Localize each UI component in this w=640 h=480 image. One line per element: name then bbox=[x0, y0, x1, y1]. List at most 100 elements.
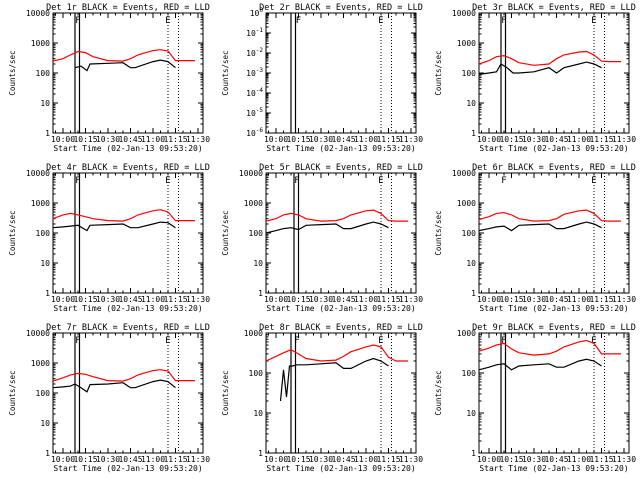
marker-letter: F bbox=[296, 16, 301, 26]
events-series-line bbox=[52, 221, 176, 232]
panel-det-8: Det 8r BLACK = Events, RED = LLD 1 10 100 10… bbox=[221, 323, 423, 473]
y-tick-label: 10000 bbox=[26, 169, 50, 178]
marker-letter: F bbox=[294, 176, 299, 186]
y-tick-label: 10000 bbox=[239, 169, 263, 178]
x-tick-label: 10:45 bbox=[544, 455, 568, 464]
x-tick-label: 10:15 bbox=[286, 135, 310, 144]
y-tick-label: 1000 bbox=[457, 329, 476, 338]
x-tick-label: 11:15 bbox=[589, 135, 613, 144]
x-tick-label: 10:30 bbox=[309, 295, 333, 304]
y-tick-label: 10000 bbox=[452, 9, 476, 18]
panel-det-1: Det 1r BLACK = Events, RED = LLD 1 10 100 10… bbox=[8, 3, 210, 153]
marker-letter: E bbox=[165, 336, 170, 346]
y-tick-label: 1 bbox=[45, 289, 50, 298]
x-tick-label: 11:15 bbox=[376, 295, 400, 304]
panel-det-5: Det 5r BLACK = Events, RED = LLD 1 10 100 10… bbox=[221, 163, 423, 313]
y-tick-label: 1000 bbox=[31, 199, 50, 208]
y-tick-label: 10 bbox=[466, 259, 476, 268]
chart-title: Det 4r BLACK = Events, RED = LLD bbox=[46, 163, 210, 173]
plot-frame bbox=[478, 172, 630, 294]
x-tick-label: 11:30 bbox=[399, 455, 423, 464]
x-tick-label: 11:00 bbox=[354, 295, 378, 304]
x-tick-label: 10:45 bbox=[331, 135, 355, 144]
x-tick-label: 11:15 bbox=[163, 135, 187, 144]
lld-series-line bbox=[52, 369, 195, 382]
x-tick-label: 11:00 bbox=[141, 295, 165, 304]
y-tick-label: 100 bbox=[462, 69, 477, 78]
events-series-line bbox=[74, 59, 176, 72]
x-tick-label: 10:00 bbox=[477, 455, 501, 464]
x-tick-label: 10:45 bbox=[118, 295, 142, 304]
x-tick-label: 10:15 bbox=[499, 295, 523, 304]
x-tick-label: 10:00 bbox=[51, 135, 75, 144]
x-tick-label: 11:00 bbox=[567, 455, 591, 464]
x-axis-label: Start Time (02-Jan-13 09:53:20) bbox=[53, 144, 202, 153]
x-tick-label: 11:00 bbox=[354, 135, 378, 144]
x-tick-label: 10:00 bbox=[264, 295, 288, 304]
x-tick-label: 11:15 bbox=[589, 455, 613, 464]
x-tick-label: 10:30 bbox=[522, 455, 546, 464]
chart-title: Det 7r BLACK = Events, RED = LLD bbox=[46, 323, 210, 333]
y-tick-label: 10 bbox=[253, 409, 263, 418]
y-axis-label: Counts/sec bbox=[434, 370, 443, 415]
y-tick-label: 10 bbox=[40, 99, 50, 108]
x-tick-label: 11:15 bbox=[163, 295, 187, 304]
plot-frame bbox=[265, 172, 417, 294]
y-tick-label: 10 bbox=[466, 99, 476, 108]
y-tick-label: 10 bbox=[466, 409, 476, 418]
marker-letter: F bbox=[75, 16, 80, 26]
y-tick-label: 1000 bbox=[31, 359, 50, 368]
x-axis-label: Start Time (02-Jan-13 09:53:20) bbox=[266, 144, 415, 153]
x-tick-label: 11:15 bbox=[376, 135, 400, 144]
x-axis-label: Start Time (02-Jan-13 09:53:20) bbox=[53, 304, 202, 313]
x-tick-label: 10:15 bbox=[73, 135, 97, 144]
x-tick-label: 11:30 bbox=[399, 135, 423, 144]
panel-det-9: Det 9r BLACK = Events, RED = LLD 1 10 100 10… bbox=[434, 323, 636, 473]
x-tick-label: 10:45 bbox=[331, 455, 355, 464]
x-tick-label: 10:00 bbox=[264, 455, 288, 464]
x-tick-label: 10:00 bbox=[51, 455, 75, 464]
x-tick-label: 11:30 bbox=[186, 295, 210, 304]
y-tick-label: 1 bbox=[471, 449, 476, 458]
marker-letter: E bbox=[591, 176, 596, 186]
x-tick-label: 10:15 bbox=[499, 455, 523, 464]
chart-title: Det 5r BLACK = Events, RED = LLD bbox=[259, 163, 423, 173]
panel-det-7: Det 7r BLACK = Events, RED = LLD 1 10 100 10… bbox=[8, 323, 210, 473]
y-tick-label: 10 bbox=[40, 419, 50, 428]
marker-letter: F bbox=[75, 176, 80, 186]
lld-series-line bbox=[52, 49, 195, 62]
y-tick-label: 10-1 bbox=[246, 27, 263, 38]
x-tick-label: 10:15 bbox=[286, 295, 310, 304]
x-tick-label: 11:00 bbox=[567, 135, 591, 144]
chart-title: Det 9r BLACK = Events, RED = LLD bbox=[472, 323, 636, 333]
lld-series-line bbox=[478, 50, 621, 66]
x-tick-label: 10:45 bbox=[118, 455, 142, 464]
y-axis-label: Counts/sec bbox=[221, 50, 230, 95]
y-axis-label: Counts/sec bbox=[8, 50, 17, 95]
x-tick-label: 10:15 bbox=[286, 455, 310, 464]
x-axis-label: Start Time (02-Jan-13 09:53:20) bbox=[266, 464, 415, 473]
marker-letter: E bbox=[378, 176, 383, 186]
x-tick-label: 11:15 bbox=[589, 295, 613, 304]
x-tick-label: 10:00 bbox=[477, 295, 501, 304]
y-axis-label: Counts/sec bbox=[434, 210, 443, 255]
x-tick-label: 11:15 bbox=[163, 455, 187, 464]
chart-title: Det 3r BLACK = Events, RED = LLD bbox=[472, 3, 636, 13]
events-series-line bbox=[478, 221, 602, 232]
x-tick-label: 10:45 bbox=[544, 135, 568, 144]
y-tick-label: 1 bbox=[258, 449, 263, 458]
events-series-line bbox=[478, 61, 602, 75]
lld-series-line bbox=[52, 209, 195, 222]
marker-letter: E bbox=[165, 176, 170, 186]
marker-letter: F bbox=[75, 336, 80, 346]
x-axis-label: Start Time (02-Jan-13 09:53:20) bbox=[266, 304, 415, 313]
y-tick-label: 1 bbox=[471, 289, 476, 298]
x-tick-label: 10:30 bbox=[96, 135, 120, 144]
plot-frame bbox=[478, 332, 630, 454]
y-tick-label: 10-6 bbox=[246, 127, 263, 138]
y-tick-label: 1 bbox=[258, 289, 263, 298]
lld-series-line bbox=[265, 209, 408, 222]
x-tick-label: 10:45 bbox=[544, 295, 568, 304]
